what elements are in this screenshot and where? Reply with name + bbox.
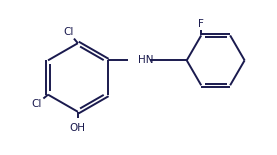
Text: OH: OH: [70, 123, 86, 133]
Text: F: F: [198, 19, 204, 29]
Text: HN: HN: [138, 55, 153, 65]
Text: Cl: Cl: [63, 27, 73, 37]
Text: Cl: Cl: [32, 99, 42, 109]
